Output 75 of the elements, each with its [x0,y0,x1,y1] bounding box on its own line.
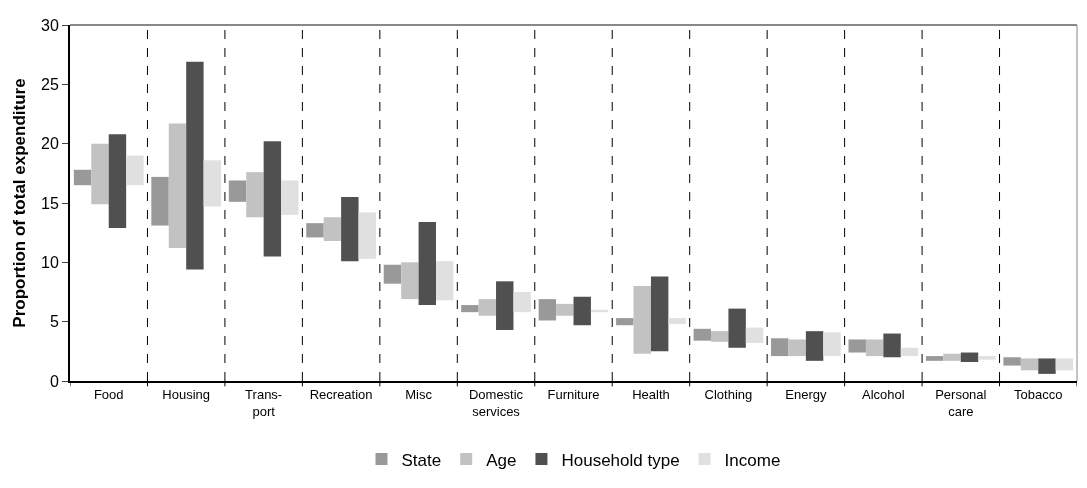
bar [1020,358,1039,371]
bar [848,339,866,353]
bar [228,180,247,202]
bar [616,318,634,326]
bar [323,217,342,241]
bar [771,338,789,357]
x-tick-label: Tobacco [1014,386,1063,402]
y-tick-label: 5 [49,313,59,331]
bar [108,134,127,228]
bar [496,281,514,330]
bar [1055,358,1074,371]
bar [383,264,402,284]
bar [1038,358,1056,374]
bar [401,262,419,300]
x-tick-label: Domestic services [468,386,524,419]
bar [745,327,764,344]
y-tick-label: 15 [41,194,59,212]
bar [925,356,944,361]
x-tick-label: Trans-port [245,386,283,419]
x-tick-label: Housing [162,386,211,402]
bar [1003,357,1021,366]
bar [865,339,884,357]
bar [710,331,729,342]
bar [943,353,961,361]
bar [478,299,497,316]
bar [91,143,109,205]
bar [513,292,531,313]
x-tick-label: Clothing [704,386,753,402]
bar [960,352,979,363]
bar [126,155,144,186]
legend-label: Age [486,450,517,470]
x-tick-label: Energy [785,386,827,402]
bar [263,141,282,257]
bar [461,305,479,313]
y-tick-label: 20 [41,135,59,153]
x-tick-label: Alcohol [862,386,905,402]
bar [418,221,437,306]
bar [823,332,841,357]
bar [436,261,454,301]
y-axis-title: Proportion of total expenditure [10,78,29,328]
bar [650,276,669,352]
bar [573,296,591,326]
x-tick-label: Food [93,386,124,402]
bar [538,299,557,321]
y-tick-label: 10 [41,253,59,271]
bar [883,333,901,358]
bar [668,318,686,325]
x-tick-label: Misc [405,386,433,402]
legend-label: State [401,450,442,470]
bar [281,180,299,215]
bar [805,331,824,361]
y-tick-label: 25 [41,75,59,93]
bar [728,308,746,348]
bar [306,223,324,238]
bar [186,61,204,270]
bar [358,212,376,259]
bar [341,197,359,262]
x-tick-label: Recreation [309,386,373,402]
x-tick-label: Furniture [547,386,600,402]
y-tick-label: 30 [41,16,59,34]
bar [203,160,222,207]
x-tick-label: Personal care [935,386,987,419]
bar [556,303,574,316]
bar [151,176,169,226]
y-tick-label: 0 [49,372,59,390]
legend-label: Income [724,450,781,470]
x-tick-label: Health [632,386,670,402]
bar [900,347,919,357]
bar [73,169,92,186]
bar [788,339,806,357]
bar [246,172,264,218]
bar [168,123,187,249]
legend-label: Household type [561,450,680,470]
bar [633,286,651,354]
bar [693,328,711,341]
